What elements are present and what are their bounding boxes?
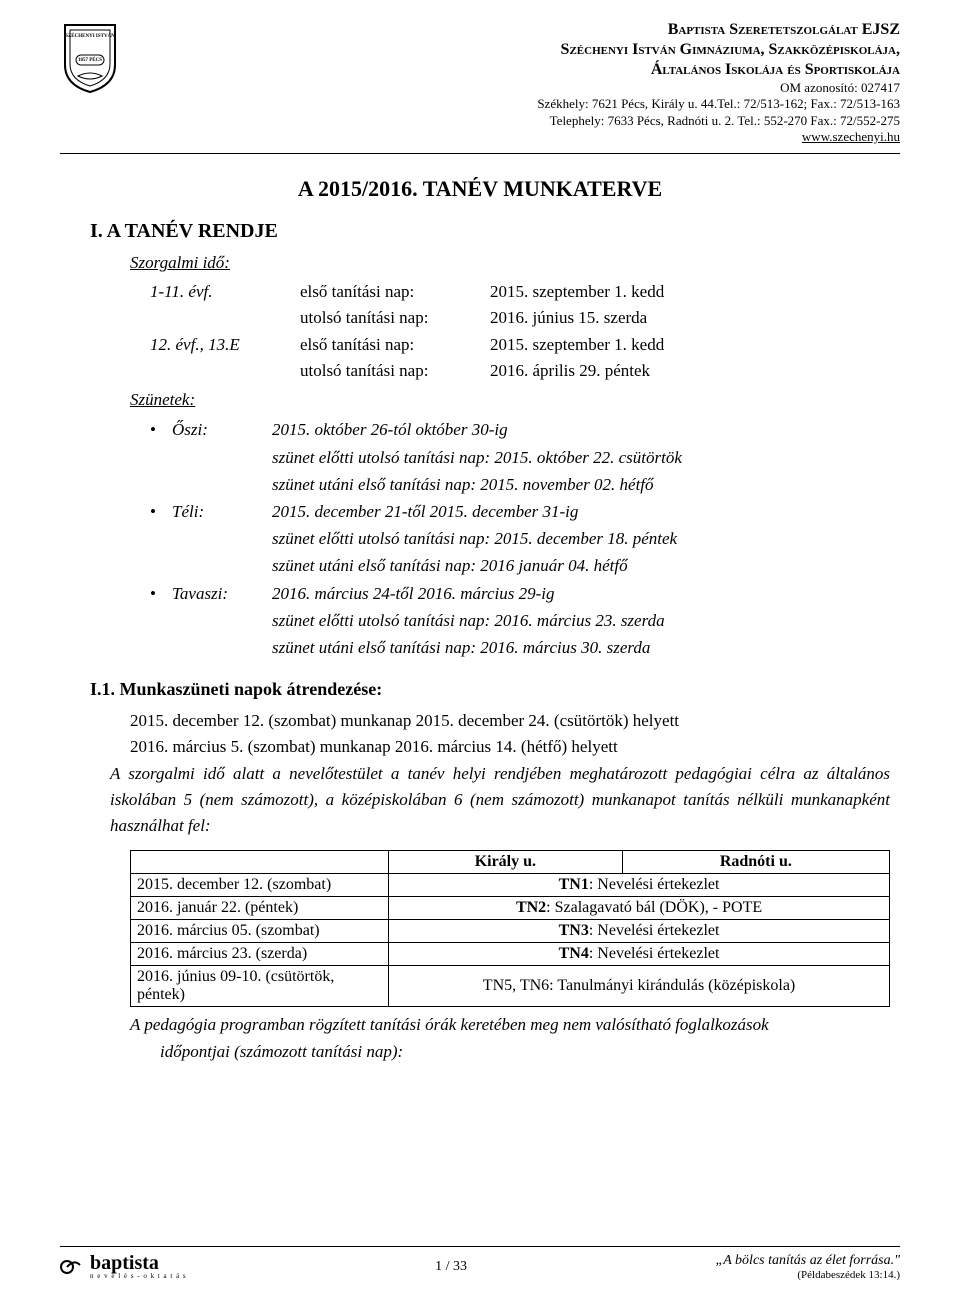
header-org-line3: Általános Iskolája és Sportiskolája: [136, 60, 900, 80]
page-footer: baptista n e v e l é s - o k t a t á s 1…: [60, 1246, 900, 1281]
tn-head-col2: Király u.: [389, 850, 623, 873]
footer-brand: baptista n e v e l é s - o k t a t á s: [60, 1254, 187, 1280]
row-label: utolsó tanítási nap:: [300, 358, 490, 384]
tn-row: 2016. június 09-10. (csütörtök, péntek)T…: [131, 965, 890, 1006]
header-text-block: Baptista Szeretetszolgálat EJSZ Szécheny…: [136, 20, 900, 145]
schedule-row: 1-11. évf.első tanítási nap:2015. szepte…: [150, 279, 900, 305]
schedule-rows: 1-11. évf.első tanítási nap:2015. szepte…: [60, 279, 900, 384]
bullet-icon: •: [150, 498, 172, 525]
break-after: szünet utáni első tanítási nap: 2016. má…: [272, 634, 900, 661]
row-value: 2016. június 15. szerda: [490, 305, 900, 331]
footer-pager: 1 / 33: [187, 1259, 716, 1275]
document-page: SZÉCHENYI ISTVÁN 1857 PÉCS Baptista Szer…: [0, 0, 960, 1301]
footer-brand-name: baptista: [90, 1254, 187, 1272]
tn-row: 2016. január 22. (péntek)TN2: Szalagavat…: [131, 896, 890, 919]
tn-event: TN5, TN6: Tanulmányi kirándulás (középis…: [389, 965, 890, 1006]
tn-date: 2016. március 23. (szerda): [131, 942, 389, 965]
schedule-row: utolsó tanítási nap:2016. április 29. pé…: [150, 358, 900, 384]
crest-text-top: SZÉCHENYI ISTVÁN: [60, 34, 120, 39]
tn-date: 2016. január 22. (péntek): [131, 896, 389, 919]
footer-brand-text: baptista n e v e l é s - o k t a t á s: [90, 1254, 187, 1280]
tn-row: 2016. március 05. (szombat)TN3: Nevelési…: [131, 919, 890, 942]
bullet-icon: •: [150, 416, 172, 443]
header-address-1: Székhely: 7621 Pécs, Király u. 44.Tel.: …: [136, 96, 900, 112]
after-table-line2: időpontjai (számozott tanítási nap):: [160, 1042, 890, 1062]
break-label: Tavaszi:: [172, 580, 272, 607]
break-before: szünet előtti utolsó tanítási nap: 2016.…: [272, 607, 900, 634]
document-title: A 2015/2016. TANÉV MUNKATERVE: [60, 176, 900, 202]
row-label: utolsó tanítási nap:: [300, 305, 490, 331]
szunetek-label: Szünetek:: [130, 390, 900, 410]
row-label: első tanítási nap:: [300, 279, 490, 305]
row-label: első tanítási nap:: [300, 332, 490, 358]
break-before: szünet előtti utolsó tanítási nap: 2015.…: [272, 525, 900, 552]
row-grade: 12. évf., 13.E: [150, 332, 300, 358]
munkaszunet-line1: 2015. december 12. (szombat) munkanap 20…: [130, 708, 890, 734]
break-label: Őszi:: [172, 416, 272, 443]
row-value: 2015. szeptember 1. kedd: [490, 332, 900, 358]
breaks-list: •Őszi:2015. október 26-tól október 30-ig…: [150, 416, 900, 661]
row-value: 2015. szeptember 1. kedd: [490, 279, 900, 305]
schedule-row: utolsó tanítási nap:2016. június 15. sze…: [150, 305, 900, 331]
szorgalmi-label: Szorgalmi idő:: [130, 253, 900, 273]
break-range: 2015. október 26-tól október 30-ig: [272, 416, 900, 443]
crest-text-year: 1857 PÉCS: [60, 58, 120, 63]
tn-event: TN4: Nevelési értekezlet: [389, 942, 890, 965]
section-1-heading: I. A TANÉV RENDJE: [90, 220, 900, 243]
break-after: szünet utáni első tanítási nap: 2015. no…: [272, 471, 900, 498]
break-item: •Őszi:2015. október 26-tól október 30-ig: [150, 416, 900, 443]
after-table-line1: A pedagógia programban rögzített tanítás…: [130, 1011, 890, 1038]
tn-head-blank: [131, 850, 389, 873]
break-range: 2016. március 24-től 2016. március 29-ig: [272, 580, 900, 607]
tn-event: TN2: Szalagavató bál (DÖK), - POTE: [389, 896, 890, 919]
break-label: Téli:: [172, 498, 272, 525]
break-before: szünet előtti utolsó tanítási nap: 2015.…: [272, 444, 900, 471]
tn-table: Király u. Radnóti u. 2015. december 12. …: [130, 850, 890, 1007]
tn-date: 2016. június 09-10. (csütörtök, péntek): [131, 965, 389, 1006]
munkaszunet-intro: A szorgalmi idő alatt a nevelőtestület a…: [110, 761, 890, 840]
row-grade: [150, 358, 300, 384]
tn-date: 2016. március 05. (szombat): [131, 919, 389, 942]
break-after: szünet utáni első tanítási nap: 2016 jan…: [272, 552, 900, 579]
tn-event: TN3: Nevelési értekezlet: [389, 919, 890, 942]
header-org-line2: Széchenyi István Gimnáziuma, Szakközépis…: [136, 40, 900, 60]
break-item: •Tavaszi:2016. március 24-től 2016. márc…: [150, 580, 900, 607]
munkaszunet-line2: 2016. március 5. (szombat) munkanap 2016…: [130, 734, 890, 760]
row-grade: 1-11. évf.: [150, 279, 300, 305]
header-org-line1: Baptista Szeretetszolgálat EJSZ: [136, 20, 900, 40]
baptista-icon: [60, 1255, 84, 1279]
page-header: SZÉCHENYI ISTVÁN 1857 PÉCS Baptista Szer…: [60, 20, 900, 154]
row-grade: [150, 305, 300, 331]
tn-event: TN1: Nevelési értekezlet: [389, 873, 890, 896]
footer-quote-block: „A bölcs tanítás az élet forrása." (Péld…: [715, 1253, 900, 1281]
school-crest-logo: SZÉCHENYI ISTVÁN 1857 PÉCS: [60, 20, 120, 95]
header-om-id: OM azonosító: 027417: [136, 80, 900, 96]
tn-head-col3: Radnóti u.: [622, 850, 889, 873]
schedule-row: 12. évf., 13.Eelső tanítási nap:2015. sz…: [150, 332, 900, 358]
row-value: 2016. április 29. péntek: [490, 358, 900, 384]
tn-row: 2016. március 23. (szerda)TN4: Nevelési …: [131, 942, 890, 965]
tn-row: 2015. december 12. (szombat)TN1: Nevelés…: [131, 873, 890, 896]
section-1-1-heading: I.1. Munkaszüneti napok átrendezése:: [90, 679, 900, 700]
break-item: •Téli:2015. december 21-től 2015. decemb…: [150, 498, 900, 525]
bullet-icon: •: [150, 580, 172, 607]
header-address-2: Telephely: 7633 Pécs, Radnóti u. 2. Tel.…: [136, 113, 900, 129]
footer-brand-sub: n e v e l é s - o k t a t á s: [90, 1272, 187, 1280]
header-website-link[interactable]: www.szechenyi.hu: [136, 129, 900, 145]
break-range: 2015. december 21-től 2015. december 31-…: [272, 498, 900, 525]
tn-date: 2015. december 12. (szombat): [131, 873, 389, 896]
footer-quote: „A bölcs tanítás az élet forrása.": [715, 1253, 900, 1269]
footer-ref: (Példabeszédek 13:14.): [715, 1269, 900, 1281]
